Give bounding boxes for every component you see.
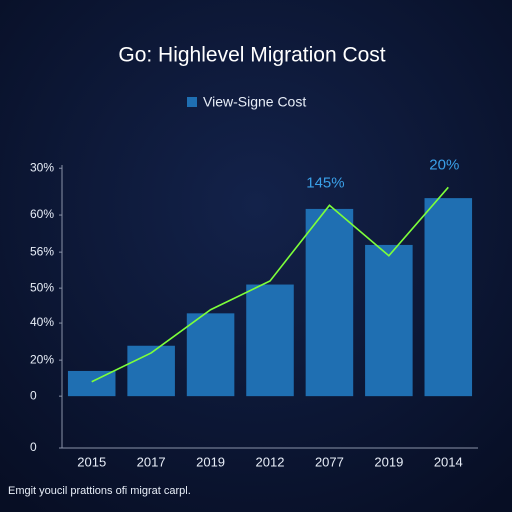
y-tick-label: 20% <box>30 352 54 366</box>
y-tick-label: 60% <box>30 207 54 221</box>
annotation: 20% <box>429 156 459 173</box>
y-tick-label: 56% <box>30 244 54 258</box>
x-tick-label: 2015 <box>77 454 106 469</box>
annotation: 145% <box>306 174 344 191</box>
y-tick-label: 30% <box>30 160 54 174</box>
y-tick-label: 40% <box>30 315 54 329</box>
x-tick-label: 2012 <box>256 454 285 469</box>
x-tick-label: 2019 <box>374 454 403 469</box>
bar <box>305 208 354 397</box>
y-tick-label: 0 <box>30 388 37 402</box>
bar <box>127 345 175 397</box>
chart-title: Go: Highlevel Migration Cost <box>118 44 385 67</box>
line <box>91 186 449 383</box>
y-tick-label: 0 <box>30 440 37 454</box>
x-tick-label: 2014 <box>434 454 463 469</box>
y-tick-label: 50% <box>30 280 54 294</box>
bar <box>365 244 413 397</box>
legend-label: View-Signe Cost <box>203 94 306 110</box>
bar <box>186 313 235 397</box>
legend-swatch <box>187 97 197 107</box>
bar <box>424 198 473 397</box>
bar <box>246 284 294 397</box>
footnote: Emgit youcil prattions ofi migrat carpl. <box>8 485 191 497</box>
x-tick-label: 2077 <box>315 454 344 469</box>
x-tick-label: 2019 <box>196 454 225 469</box>
bar <box>67 370 116 397</box>
x-tick-label: 2017 <box>137 454 166 469</box>
